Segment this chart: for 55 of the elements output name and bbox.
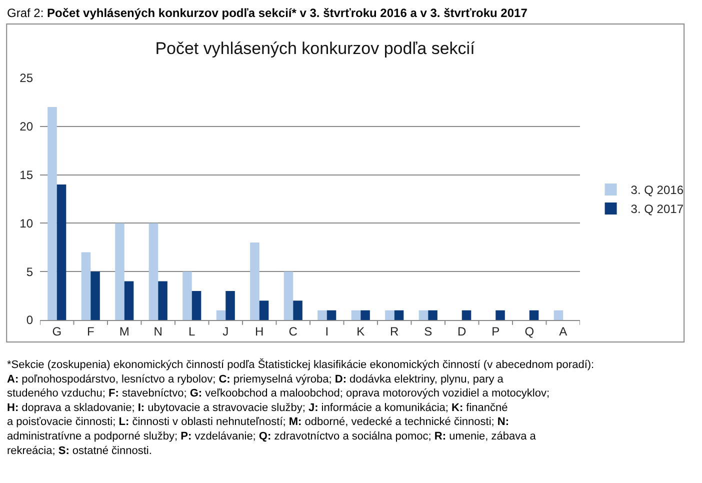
bar xyxy=(284,272,294,320)
x-tick-label: G xyxy=(52,324,62,338)
bar xyxy=(385,310,394,320)
legend-label: 3. Q 2017 xyxy=(630,202,684,216)
bar xyxy=(216,310,226,320)
bar xyxy=(428,310,438,320)
bar xyxy=(326,310,336,320)
bar xyxy=(182,272,192,320)
bar xyxy=(360,310,370,320)
x-tick-label: I xyxy=(325,324,329,338)
bar xyxy=(90,272,100,320)
x-tick-label: L xyxy=(188,324,196,338)
y-tick-label: 25 xyxy=(20,71,34,86)
x-tick-label: F xyxy=(86,324,94,338)
chart-title: Počet vyhlásených konkurzov podľa sekcií xyxy=(155,38,476,58)
bar xyxy=(226,290,235,320)
y-tick-label: 10 xyxy=(20,216,34,230)
text: *Sekcie (zoskupenia) ekonomických činností podľa Štatistickej klasifikácie ekonomických činností (v abecednom poradí): A: poľnohospodárstvo, lesníctvo a rybolov; C: priemyselná výroba; D: dodávka elektriny, plynu, pary a studeného vzduchu; F: stavebníctvo; G: veľkoobchod a maloobchod; oprava motorových vozidiel a motocyklov; H: doprava a skladovanie; I: ubytovacie a stravovacie služby; J: informácie a komunikácia; K: finančné a poisťovacie činnosti; L: činnosti v oblasti nehnuteľností; M: odborné, vedecké a technické činnosti; N: administratívne a podporné služby; P: vzdelávanie; Q: zdravotníctvo a sociálna pomoc; R: umenie, zábava a rekreácia; S: ostatné činnosti. xyxy=(7,359,594,457)
bar xyxy=(293,300,302,320)
bar xyxy=(418,310,428,320)
bar xyxy=(554,310,564,320)
bar xyxy=(496,310,505,320)
bar xyxy=(115,223,124,320)
legend-label: 3. Q 2016 xyxy=(630,183,684,198)
x-tick-label: R xyxy=(390,324,400,338)
x-tick-label: D xyxy=(458,324,467,338)
y-tick-label: 5 xyxy=(26,264,34,279)
bar xyxy=(529,310,539,320)
y-tick-label: 15 xyxy=(20,168,34,182)
bar xyxy=(56,184,66,320)
x-tick-label: Q xyxy=(524,324,534,338)
x-tick-label: J xyxy=(222,324,229,338)
bar xyxy=(192,290,202,320)
x-tick-label: S xyxy=(424,324,432,338)
x-tick-label: A xyxy=(559,324,568,338)
x-tick-label: K xyxy=(356,324,365,338)
x-tick-label: H xyxy=(255,324,264,338)
bar xyxy=(81,252,91,320)
bar xyxy=(394,310,404,320)
x-tick-label: M xyxy=(119,324,130,338)
bar xyxy=(318,310,327,320)
bar xyxy=(124,281,134,320)
text: Graf 2: Počet vyhlásených konkurzov podľa sekcií* v 3. štvrťroku 2016 a v 3. štvrťroku 2017 xyxy=(7,6,528,20)
x-tick-label: N xyxy=(154,324,162,338)
bar xyxy=(250,242,260,320)
x-tick-label: P xyxy=(492,324,500,338)
y-tick-label: 20 xyxy=(20,120,34,134)
bar xyxy=(48,107,57,320)
bar xyxy=(158,281,168,320)
y-tick-label: 0 xyxy=(26,313,34,328)
bar xyxy=(462,310,472,320)
bar xyxy=(351,310,361,320)
bar xyxy=(148,223,158,320)
x-tick-label: C xyxy=(288,324,298,338)
bar xyxy=(259,300,269,320)
